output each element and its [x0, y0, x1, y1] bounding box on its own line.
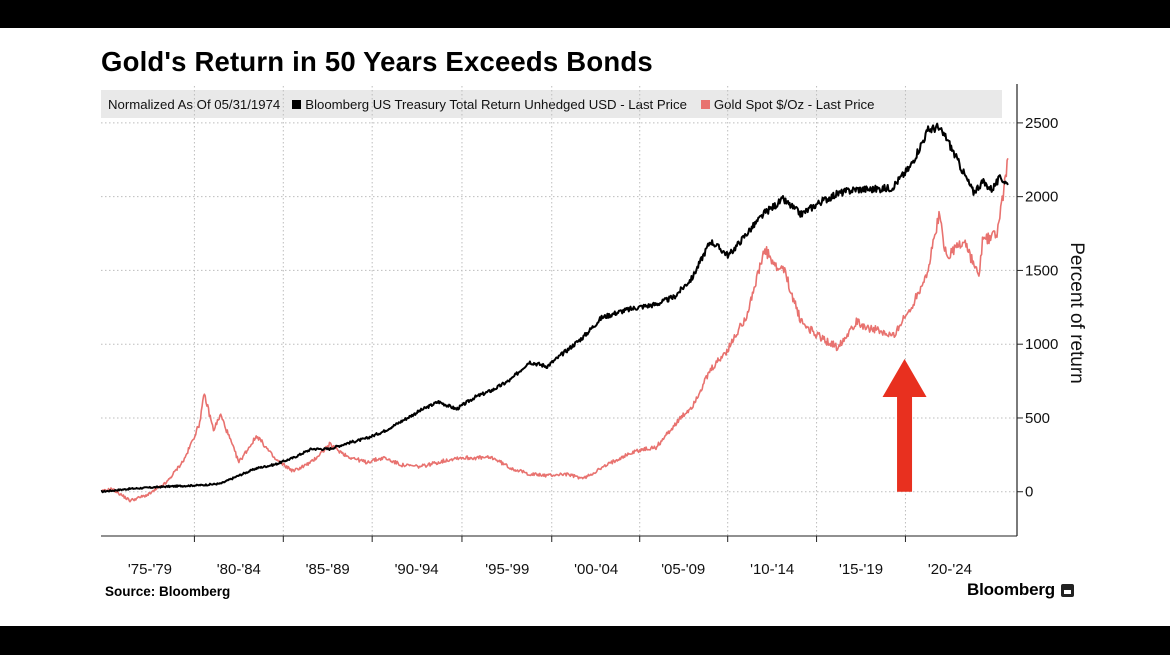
- y-tick-label: 0: [1025, 484, 1033, 501]
- x-tick-label: '05-'09: [661, 561, 705, 578]
- y-tick-label: 1500: [1025, 262, 1058, 279]
- source-note: Source: Bloomberg: [105, 584, 231, 599]
- legend-normalized-note: Normalized As Of 05/31/1974: [108, 96, 281, 112]
- line-chart: 0 500 1000 1500 2000 2500 '75-'79 '80-'84 '85-'8…: [100, 84, 1087, 578]
- x-tick-label: '00-'04: [574, 561, 618, 578]
- x-tick-label: '20-'24: [928, 561, 972, 578]
- y-tick-label: 2000: [1025, 189, 1058, 206]
- x-tick-label: '90-'94: [395, 561, 439, 578]
- chart-title: Gold's Return in 50 Years Exceeds Bonds: [101, 46, 653, 77]
- legend-item-bonds: Bloomberg US Treasury Total Return Unhed…: [292, 97, 687, 112]
- red-arrow-annotation: [882, 358, 927, 492]
- bloomberg-logo: Bloomberg: [967, 580, 1074, 600]
- x-tick-label: '95-'99: [485, 561, 529, 578]
- y-tick-label: 1000: [1025, 336, 1058, 353]
- legend-item-gold: Gold Spot $/Oz - Last Price: [700, 96, 875, 112]
- brand-label: Bloomberg: [967, 580, 1055, 599]
- y-axis-title: Percent of return: [1066, 242, 1087, 384]
- legend-swatch-gold: [700, 99, 710, 109]
- legend-label-gold: Gold Spot $/Oz - Last Price: [713, 96, 875, 112]
- y-tick-label: 2500: [1025, 115, 1058, 132]
- bloomberg-icon: [1060, 583, 1074, 597]
- chart-panel: Gold's Return in 50 Years Exceeds Bonds …: [0, 28, 1170, 626]
- x-tick-label: '15-'19: [839, 561, 883, 578]
- x-tick-label: '75-'79: [128, 561, 172, 578]
- x-tick-label: '85-'89: [306, 561, 350, 578]
- gold-return-line: [101, 158, 1009, 503]
- y-tick-label: 500: [1025, 410, 1050, 427]
- x-tick-label: '80-'84: [217, 561, 261, 578]
- bond-return-line: [100, 122, 1009, 494]
- legend-swatch-bonds: [292, 99, 302, 109]
- legend-label-bonds: Bloomberg US Treasury Total Return Unhed…: [305, 96, 687, 112]
- x-tick-label: '10-'14: [750, 561, 794, 578]
